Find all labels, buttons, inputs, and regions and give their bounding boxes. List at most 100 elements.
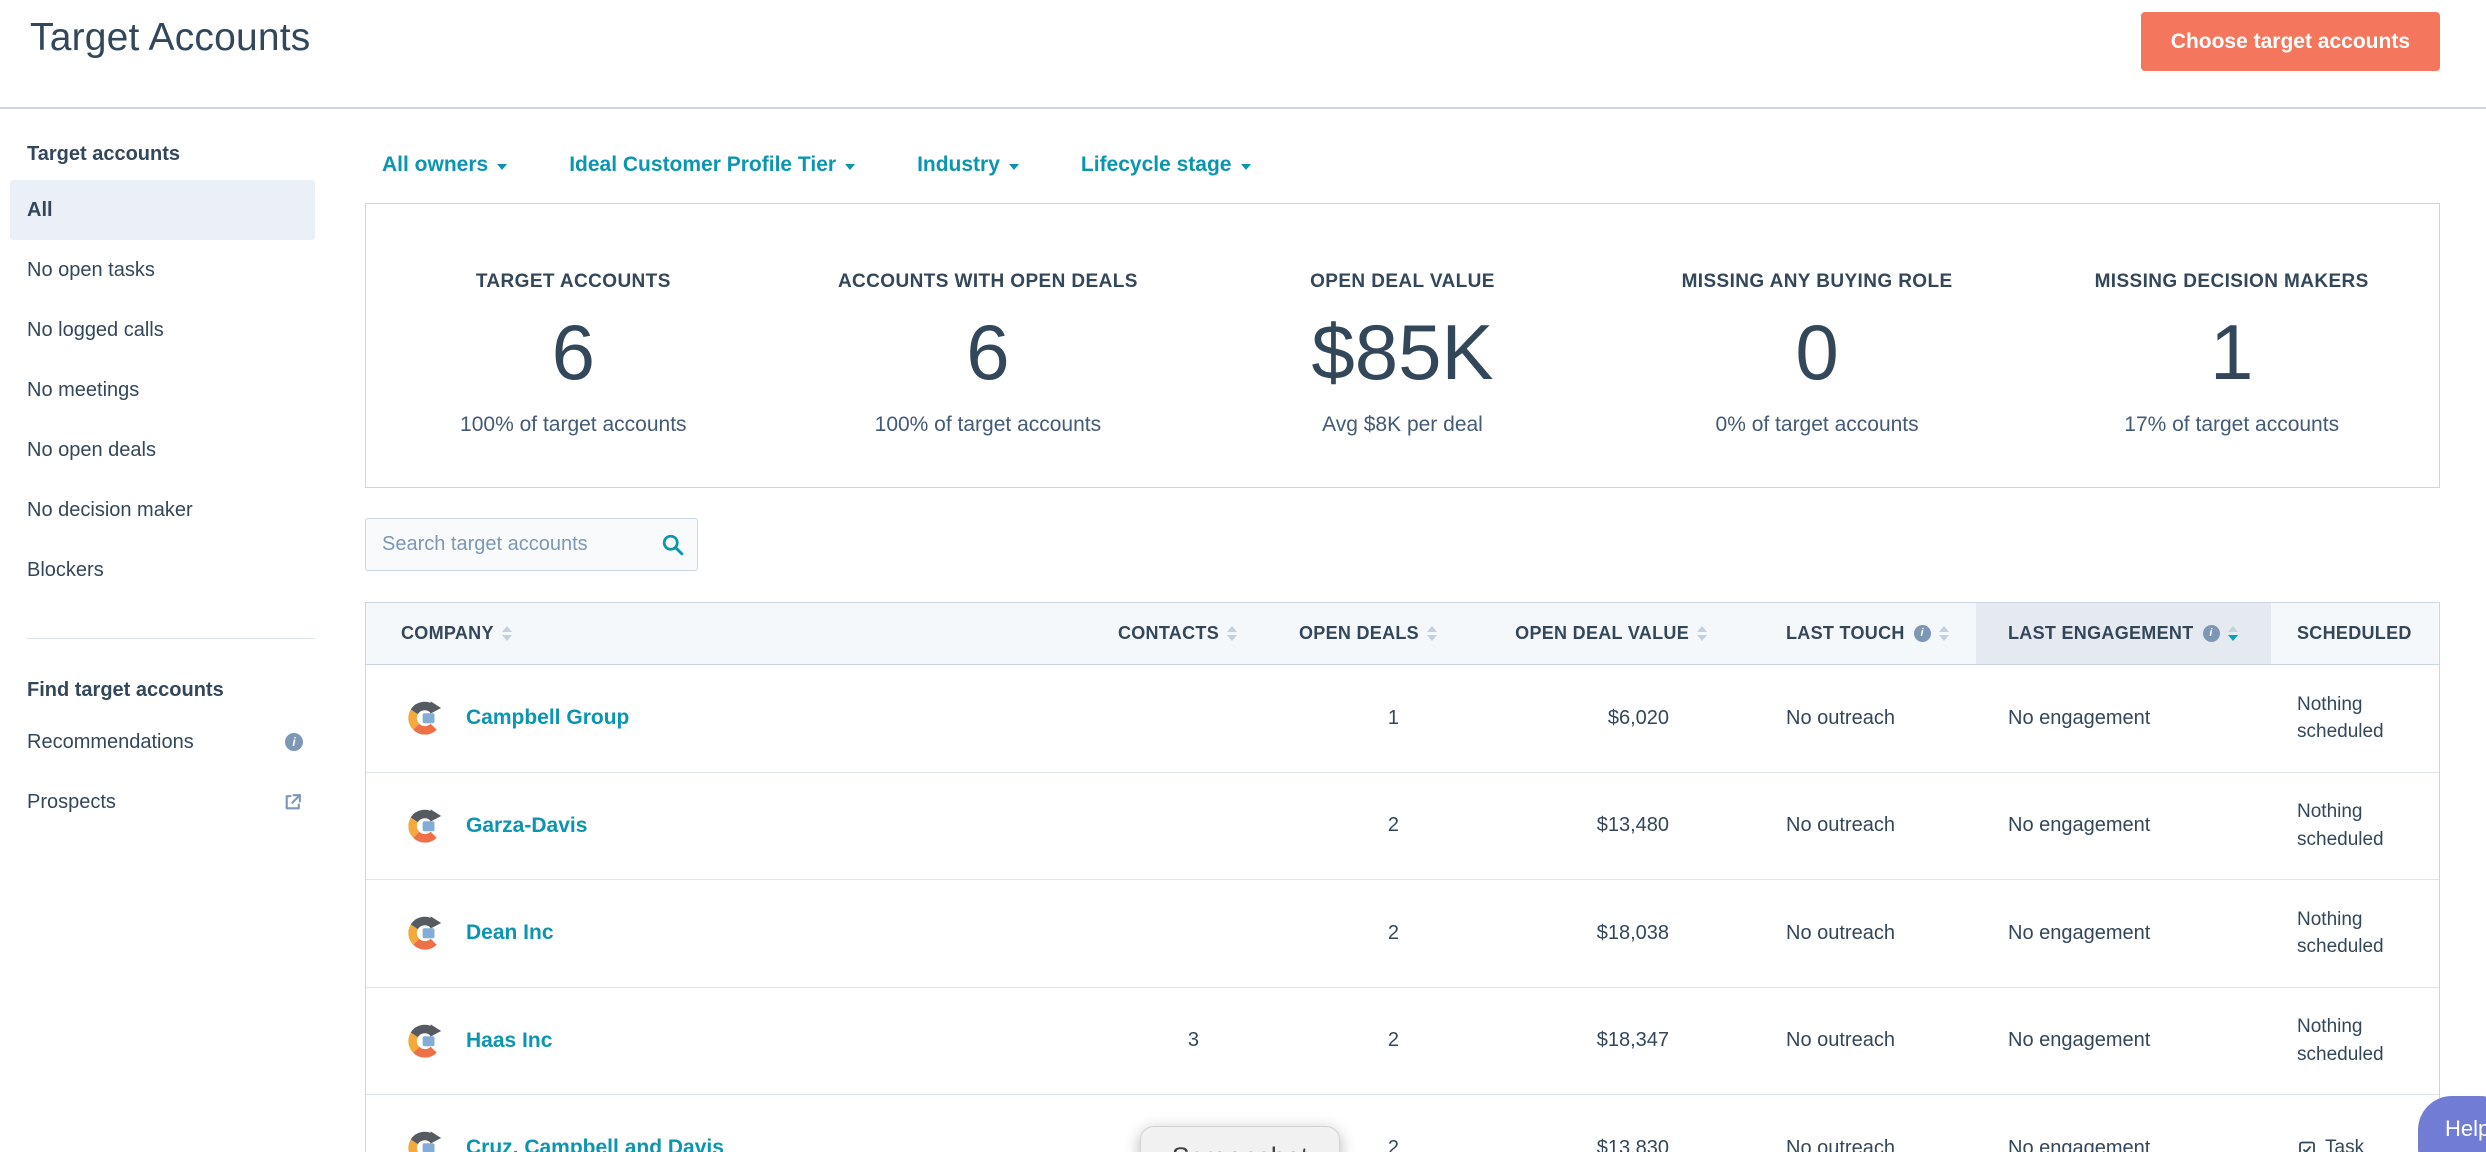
sort-icon[interactable] [1427,626,1437,641]
company-link[interactable]: Dean Inc [466,921,554,945]
stat-card-missing-any-buying-role: MISSING ANY BUYING ROLE 0 0% of target a… [1610,271,2025,437]
search-box[interactable] [365,518,698,571]
last-touch-cell: No outreach [1786,706,1895,729]
open-deal-value-cell: $6,020 [1607,706,1669,729]
chevron-down-icon [497,163,508,170]
help-button[interactable]: Help [2418,1096,2486,1152]
filter-label: Industry [917,153,1000,176]
last-touch-cell: No outreach [1786,1136,1895,1152]
company-logo-icon [406,914,444,952]
table-header-row: COMPANY CONTACTS OPEN DEALS OPEN DEAL VA… [366,603,2439,665]
info-icon[interactable]: i [1913,625,1931,642]
contacts-cell [1061,665,1251,772]
table-row[interactable]: Campbell Group 1 $6,020 No outreach No e… [366,665,2439,773]
column-header-label: SCHEDULED [2297,623,2412,643]
sort-icon[interactable] [501,626,512,641]
filter-label: All owners [382,153,489,176]
scheduled-cell: Task [2271,1095,2441,1152]
search-icon[interactable] [660,532,685,557]
sidebar-item-prospects[interactable]: Prospects [0,772,365,832]
table-row[interactable]: Haas Inc 3 2 $18,347 No outreach No enga… [366,987,2441,1095]
stat-sub: 17% of target accounts [2124,412,2340,436]
stat-label: OPEN DEAL VALUE [1310,270,1495,292]
sort-icon[interactable] [1697,626,1707,641]
last-touch-cell: No outreach [1786,921,1895,944]
sidebar-item-no-logged-calls[interactable]: No logged calls [27,318,164,341]
column-header-last-engagement[interactable]: LAST ENGAGEMENT i [1976,603,2271,664]
company-cell: Haas Inc [366,988,1061,1095]
column-header-contacts[interactable]: CONTACTS [1061,603,1251,664]
sidebar: Target accounts All No open tasks No logge… [0,109,365,1152]
sidebar-list: All No open tasks No logged calls No meetin… [0,180,365,600]
company-cell: Cruz, Campbell and Davis [366,1095,1061,1152]
screenshot-overlay-button[interactable]: Screenshot [1140,1126,1340,1152]
open-deal-value-cell: $18,038 [1596,921,1669,944]
chevron-down-icon [845,163,856,170]
stat-label: TARGET ACCOUNTS [475,270,671,292]
top-bar: Target Accounts Choose target accounts [0,0,2486,109]
stat-value: 1 [2209,307,2254,396]
sort-icon[interactable] [1227,626,1237,641]
filter-dropdown-industry[interactable]: Industry [917,153,1019,177]
scheduled-cell: Nothing scheduled [2271,880,2441,987]
filter-dropdown-all-owners[interactable]: All owners [382,153,508,177]
sidebar-item-recommendations[interactable]: Recommendations i [0,712,365,772]
search-input[interactable] [380,532,656,557]
table-row[interactable]: Garza-Davis 2 $13,480 No outreach No eng… [366,772,2441,880]
contacts-cell [1061,773,1251,880]
info-icon[interactable]: i [2202,625,2220,642]
sort-icon[interactable] [2227,626,2238,641]
choose-target-accounts-button[interactable]: Choose target accounts [2140,12,2440,71]
scheduled-cell: Nothing scheduled [2271,988,2441,1095]
company-cell: Garza-Davis [366,773,1061,880]
screenshot-label: Screenshot [1172,1142,1309,1152]
column-header-label: COMPANY [401,623,494,643]
sidebar-item-no-meetings[interactable]: No meetings [27,378,140,401]
scheduled-cell: Nothing scheduled [2271,665,2441,772]
sort-icon[interactable] [1938,626,1949,641]
last-engagement-cell: No engagement [2008,706,2151,729]
company-link[interactable]: Haas Inc [466,1028,553,1052]
last-engagement-cell: No engagement [2008,921,2151,944]
stat-sub: 0% of target accounts [1715,412,1919,436]
info-icon[interactable]: i [285,733,303,751]
company-logo-icon [406,1129,444,1152]
column-header-last-touch[interactable]: LAST TOUCH i [1721,603,1976,664]
company-link[interactable]: Campbell Group [466,706,630,730]
table-row[interactable]: Cruz, Campbell and Davis 2 $13,830 No ou… [366,1095,2439,1152]
filter-dropdown-lifecycle-stage[interactable]: Lifecycle stage [1081,153,1251,177]
scheduled-text: Nothing scheduled [2297,1016,2384,1065]
column-header-label: OPEN DEALS [1298,623,1419,643]
sidebar-item-all[interactable]: All [10,180,315,240]
sidebar-item-no-open-deals[interactable]: No open deals [27,438,156,461]
column-header-open-deal-value[interactable]: OPEN DEAL VALUE [1451,603,1721,664]
scheduled-cell: Nothing scheduled [2271,773,2441,880]
filter-bar: All owners Ideal Customer Profile Tier I… [382,153,1251,177]
column-header-scheduled[interactable]: SCHEDULED [2271,603,2441,664]
sidebar-find-title: Find target accounts [27,679,224,701]
column-header-open-deals[interactable]: OPEN DEALS [1251,603,1451,664]
last-touch-cell: No outreach [1786,814,1895,837]
stat-sub: 100% of target accounts [460,412,687,436]
scheduled-text: Nothing scheduled [2297,801,2384,850]
recommendations-label: Recommendations [27,730,194,753]
filter-label: Lifecycle stage [1080,153,1232,176]
company-logo-icon [406,807,444,845]
last-engagement-cell: No engagement [2008,1029,2151,1052]
company-link[interactable]: Cruz, Campbell and Davis [466,1136,724,1152]
column-header-company[interactable]: COMPANY [366,603,1061,664]
sidebar-item-blockers[interactable]: Blockers [27,558,104,581]
scheduled-text: Task [2325,1137,2365,1152]
sidebar-item-no-decision-maker[interactable]: No decision maker [27,498,193,521]
scheduled-text: Nothing scheduled [2297,693,2384,743]
table-row[interactable]: Dean Inc 2 $18,038 No outreach No engage… [366,880,2439,988]
stat-value: $85K [1311,307,1494,396]
column-header-label: OPEN DEAL VALUE [1515,623,1689,643]
company-link[interactable]: Garza-Davis [466,813,588,837]
sidebar-divider [27,638,315,639]
company-logo-icon [406,1022,444,1060]
filter-label: Ideal Customer Profile Tier [569,153,837,176]
filter-dropdown-ideal-customer-profile-tier[interactable]: Ideal Customer Profile Tier [569,153,856,177]
sidebar-item-no-open-tasks[interactable]: No open tasks [27,258,155,281]
